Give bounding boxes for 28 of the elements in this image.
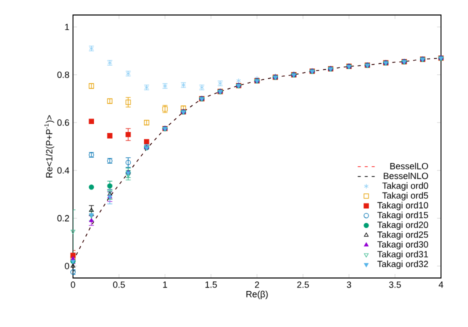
y-tick-label: 1 <box>65 24 70 30</box>
x-tick-label: 0 <box>70 282 76 288</box>
legend-label: Takagi ord30 <box>377 240 428 250</box>
legend-label: Takagi ord25 <box>377 231 428 240</box>
y-tick-label: 0 <box>64 262 70 270</box>
y-tick-label: 0.8 <box>57 72 70 78</box>
x-tick-label: 1 <box>163 282 168 288</box>
legend-label: Takagi ord0 <box>382 182 428 191</box>
x-axis-title: Re(β) <box>246 290 268 300</box>
y-tick-label: 0.6 <box>57 119 70 126</box>
y-tick-label: 0.2 <box>57 215 70 222</box>
y-axis-title: Re<1/2(P+P$^{-1}$)> <box>44 115 54 178</box>
x-tick-label: 3.5 <box>389 282 401 288</box>
legend-label: Takagi ord32 <box>377 260 428 269</box>
x-tick-label: 4 <box>438 282 444 288</box>
x-tick-label: 3 <box>346 282 352 288</box>
y-tick-label: 0.4 <box>57 167 70 174</box>
legend-label: Takagi ord20 <box>377 221 428 230</box>
legend-label: Takagi ord10 <box>377 202 428 210</box>
legend-label: Takagi ord15 <box>377 212 428 220</box>
x-tick-label: 2.5 <box>297 282 309 288</box>
legend-label: BesselNLO <box>384 172 428 180</box>
legend-label: Takagi ord5 <box>382 192 428 200</box>
legend-label: BesselLO <box>390 162 428 170</box>
x-tick-label: 0.5 <box>113 282 125 288</box>
x-tick-label: 1.5 <box>205 282 217 288</box>
legend-label: Takagi ord31 <box>377 250 428 260</box>
x-tick-label: 2 <box>254 282 260 288</box>
